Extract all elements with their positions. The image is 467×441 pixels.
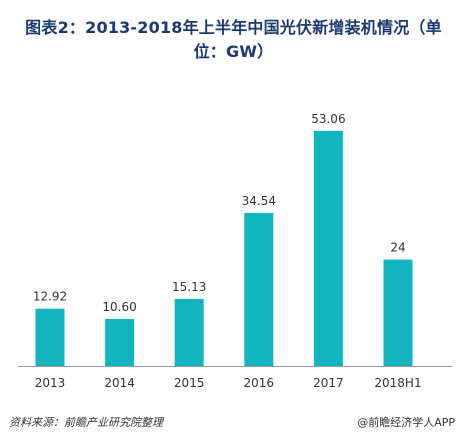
chart-title: 图表2：2013-2018年上半年中国光伏新增装机情况（单位：GW） (25, 18, 442, 61)
x-tick-label-2016: 2016 (244, 376, 275, 390)
bar-2017 (313, 130, 343, 366)
value-label-2015: 15.13 (172, 280, 206, 294)
x-tick-label-2014: 2014 (104, 376, 135, 390)
value-label-2014: 10.60 (102, 300, 136, 314)
source-note: 资料来源：前瞻产业研究院整理 (9, 416, 163, 429)
x-tick-label-2018H1: 2018H1 (374, 376, 421, 390)
x-tick-label-2013: 2013 (35, 376, 66, 390)
bar-2014 (105, 319, 135, 366)
bar-2015 (174, 298, 204, 366)
value-label-2016: 34.54 (242, 194, 276, 208)
value-label-2013: 12.92 (33, 290, 67, 304)
value-label-2017: 53.06 (311, 112, 345, 126)
bar-2016 (244, 212, 274, 366)
watermark-text: @前瞻经济学人APP (357, 416, 455, 429)
bars-group (35, 130, 413, 366)
x-tick-labels-group: 2013 2014 2015 2016 2017 2018H1 (35, 376, 422, 390)
x-tick-label-2017: 2017 (313, 376, 344, 390)
bar-2013 (35, 308, 65, 366)
value-labels-group: 12.92 10.60 15.13 34.54 53.06 24 (33, 112, 406, 314)
bar-2018H1 (383, 259, 413, 366)
value-label-2018H1: 24 (390, 241, 405, 255)
x-tick-label-2015: 2015 (174, 376, 205, 390)
